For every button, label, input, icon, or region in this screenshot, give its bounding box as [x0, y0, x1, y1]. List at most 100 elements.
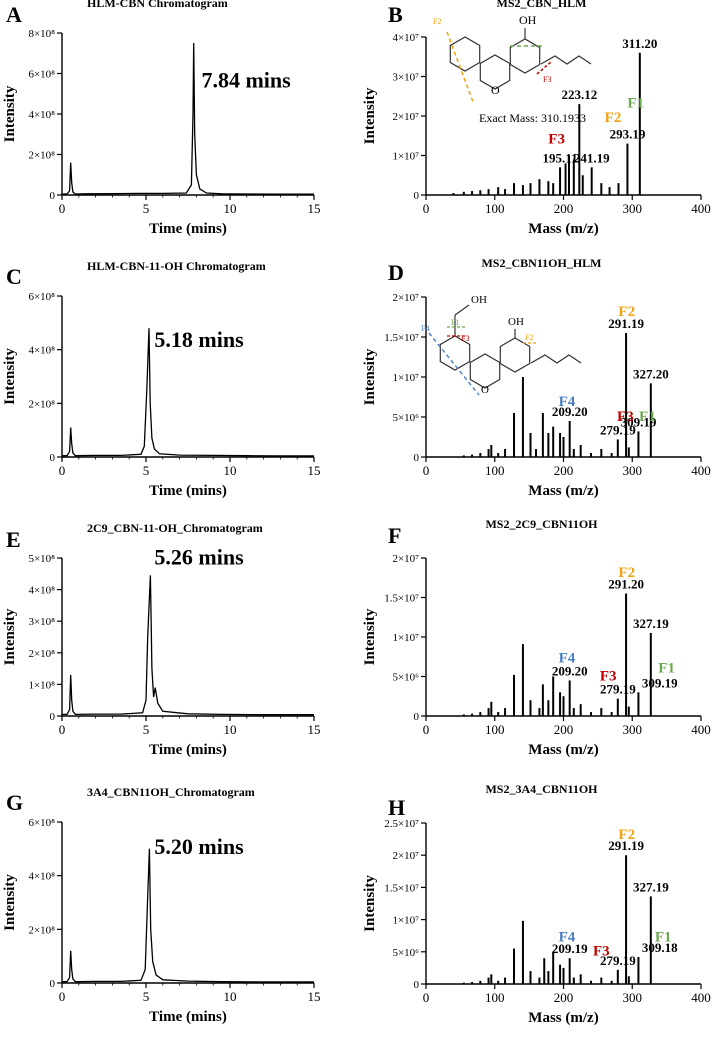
fragment-label: F3: [593, 944, 610, 960]
chart-h: MS2_3A4_CBN11OH 0 100 200 300 400 0 5×10⁶ 1×10⁷ 1…: [362, 782, 711, 1026]
chart-title: MS2_2C9_CBN11OH: [485, 517, 598, 531]
y-axis-label: Intensity: [2, 348, 18, 405]
y-tick-label: 5×10⁶: [392, 947, 419, 959]
peak-mass-label: 279.19: [600, 422, 636, 437]
panel-letter-f: F: [388, 523, 402, 548]
peak-mass-label: 195.11: [543, 150, 578, 165]
peak-mass-label: 241.19: [574, 150, 610, 165]
chart-f: MS2_2C9_CBN11OH 0 100 200 300 400 0 5×10⁶ 1×10⁷ 1…: [362, 517, 711, 758]
y-tick-label: 1×10⁸: [28, 679, 55, 691]
chromatogram-trace: [62, 848, 314, 983]
y-tick-label: 0: [414, 452, 420, 464]
y-tick-label: 3×10⁷: [392, 72, 419, 84]
chart-title: MS2_CBN_HLM: [497, 0, 587, 10]
x-tick-label: 100: [485, 201, 505, 216]
x-tick-label: 200: [554, 722, 574, 737]
y-tick-label: 2.5×10⁷: [384, 818, 419, 830]
chart-title: 3A4_CBN11OH_Chromatogram: [87, 785, 255, 799]
y-tick-label: 4×10⁸: [28, 585, 55, 597]
fragment-label: F2: [618, 565, 635, 581]
panel-letter-h: H: [388, 795, 406, 820]
panel-letter-e: E: [6, 527, 21, 552]
fragment-label: F4: [559, 394, 576, 410]
y-tick-label: 6×10⁸: [28, 69, 55, 81]
chart-title: 2C9_CBN-11-OH_Chromatogram: [87, 521, 263, 535]
oxygen-label: O: [491, 83, 500, 97]
x-axis-label: Mass (m/z): [528, 742, 598, 758]
ring: [499, 337, 531, 373]
bond: [454, 304, 470, 316]
fragment-label: F3: [548, 132, 565, 148]
chart-d: MS2_CBN11OH_HLM 0 100 200 300 400 0 5×10⁶ 1×10⁷ 1…: [362, 256, 711, 499]
panel-letter-g: G: [6, 790, 24, 815]
y-tick-label: 1.5×10⁷: [384, 332, 419, 344]
y-tick-label: 0: [50, 190, 56, 202]
panel-letter-c: C: [6, 264, 22, 289]
fragment-label: F1: [658, 661, 675, 677]
y-tick-label: 4×10⁸: [28, 871, 55, 883]
fragment-label: F4: [559, 650, 576, 666]
x-tick-label: 300: [623, 990, 643, 1005]
y-tick-label: 4×10⁷: [392, 32, 419, 44]
ring: [439, 335, 471, 371]
peak-mass-label: 279.19: [600, 953, 636, 968]
y-tick-label: 1.5×10⁷: [384, 593, 419, 605]
y-tick-label: 2×10⁷: [392, 111, 419, 123]
retention-time-label: 5.20 mins: [154, 834, 244, 859]
cut-label: F1: [451, 318, 459, 327]
y-tick-label: 1×10⁷: [392, 632, 419, 644]
chart-g: 3A4_CBN11OH_Chromatogram 0 5 10 15 0 2×10⁸ 4×10…: [2, 785, 321, 1025]
x-tick-label: 5: [143, 722, 150, 737]
x-tick-label: 10: [224, 463, 237, 478]
x-tick-label: 300: [623, 463, 643, 478]
fragment-label: F1: [655, 929, 672, 945]
x-tick-label: 300: [623, 201, 643, 216]
y-tick-label: 0: [414, 711, 420, 723]
chart-c: HLM-CBN-11-OH Chromatogram 0 5 10 15 0 2×10⁸ 4×…: [2, 259, 321, 499]
peak-mass-label: 223.12: [561, 87, 597, 102]
y-tick-label: 1×10⁷: [392, 915, 419, 927]
fragment-label: F3: [617, 409, 634, 425]
y-tick-label: 2×10⁷: [392, 292, 419, 304]
peak-mass-label: 327.19: [633, 616, 669, 631]
y-tick-label: 5×10⁶: [392, 412, 419, 424]
y-tick-label: 8×10⁸: [28, 28, 55, 40]
y-tick-label: 0: [414, 190, 420, 202]
y-tick-label: 3×10⁸: [28, 616, 55, 628]
y-axis-label: Intensity: [362, 348, 378, 405]
x-tick-label: 0: [423, 722, 430, 737]
y-tick-label: 2×10⁸: [28, 648, 55, 660]
fragment-label: F3: [600, 668, 617, 684]
peak-mass-label: 327.20: [633, 366, 669, 381]
x-tick-label: 5: [143, 989, 150, 1004]
y-tick-label: 6×10⁸: [28, 817, 55, 829]
y-tick-label: 0: [50, 452, 56, 464]
x-tick-label: 0: [423, 201, 430, 216]
oh-label: OH: [471, 294, 487, 306]
chart-title: HLM-CBN-11-OH Chromatogram: [87, 259, 266, 273]
y-axis-label: Intensity: [2, 608, 18, 665]
panel-letter-b: B: [388, 2, 403, 27]
x-tick-label: 0: [59, 989, 66, 1004]
y-tick-label: 5×10⁶: [392, 672, 419, 684]
retention-time-label: 7.84 mins: [201, 68, 291, 93]
chart-title: HLM-CBN Chromatogram: [87, 0, 228, 10]
peak-mass-label: 209.20: [552, 404, 588, 419]
x-tick-label: 300: [623, 722, 643, 737]
y-axis-label: Intensity: [362, 87, 378, 144]
y-tick-label: 2×10⁸: [28, 398, 55, 410]
peak-mass-label: 279.19: [600, 682, 636, 697]
cut-label: F2: [433, 17, 441, 26]
y-tick-label: 2×10⁷: [392, 553, 419, 565]
x-axis-label: Mass (m/z): [528, 1010, 598, 1026]
fragment-label: F2: [618, 304, 635, 320]
y-tick-label: 1.5×10⁷: [384, 882, 419, 894]
x-axis-label: Time (mins): [149, 742, 227, 758]
exact-mass-label: Exact Mass: 310.1933: [479, 111, 586, 125]
chromatogram-trace: [62, 575, 314, 716]
ring: [509, 38, 541, 74]
cut-label: F3: [543, 75, 551, 84]
x-tick-label: 5: [143, 463, 150, 478]
chemical-structure: OH O F2 F3 Exact Mass: 310.1933: [433, 13, 592, 125]
